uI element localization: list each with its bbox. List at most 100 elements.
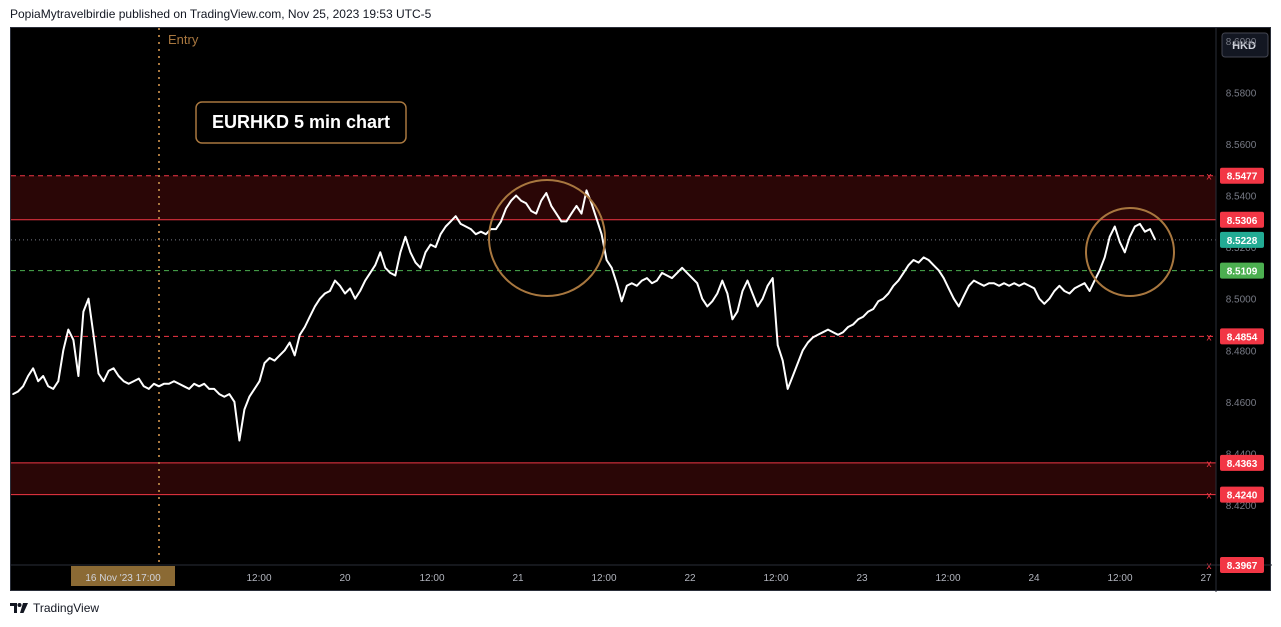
price-point — [827, 328, 829, 331]
price-point — [163, 383, 165, 385]
price-point — [671, 277, 673, 279]
price-point — [998, 285, 1000, 287]
x-tick-8: 23 — [856, 573, 868, 584]
price-point — [158, 385, 160, 388]
price-point — [626, 285, 628, 287]
price-point — [138, 377, 140, 380]
price-point — [721, 279, 724, 282]
price-point — [932, 264, 935, 266]
price-point — [218, 393, 221, 395]
price-point — [917, 261, 920, 264]
price-point — [1013, 282, 1015, 284]
level-marker-0: x — [1207, 172, 1212, 183]
price-point — [500, 220, 502, 223]
price-point — [233, 401, 236, 403]
x-tick-7: 12:00 — [763, 573, 788, 584]
price-point — [409, 251, 412, 254]
zone-0 — [11, 175, 1216, 220]
price-point — [434, 246, 437, 248]
price-point — [1088, 290, 1091, 292]
price-point — [143, 385, 145, 388]
price-point — [454, 215, 457, 217]
price-point — [168, 383, 170, 385]
price-point — [605, 259, 608, 261]
price-point — [661, 272, 663, 274]
price-point — [344, 292, 346, 295]
highlight-circles — [488, 179, 1175, 297]
price-point — [495, 228, 497, 230]
x-tick-3: 12:00 — [419, 573, 444, 584]
price-point — [807, 341, 809, 344]
zones-layer — [11, 175, 1216, 495]
price-point — [550, 205, 553, 207]
price-point — [968, 285, 970, 287]
price-point — [872, 308, 875, 310]
price-point — [459, 223, 462, 225]
price-point — [1114, 225, 1116, 228]
price-point — [505, 207, 507, 210]
price-point — [746, 279, 749, 282]
price-badge-4 — [1220, 328, 1264, 345]
price-point — [1003, 282, 1005, 284]
price-point — [882, 297, 885, 300]
price-point — [983, 285, 985, 287]
price-point — [1134, 225, 1136, 228]
price-point — [902, 272, 905, 274]
price-point — [394, 274, 397, 277]
price-point — [82, 310, 85, 313]
price-point — [1083, 282, 1086, 284]
price-point — [193, 383, 195, 385]
footer-brand[interactable]: TradingView — [33, 601, 100, 615]
price-point — [248, 395, 251, 398]
price-point — [535, 212, 537, 215]
price-point — [148, 388, 150, 390]
price-point — [540, 199, 542, 202]
price-point — [636, 285, 638, 287]
price-point — [203, 383, 205, 385]
price-badge-label-2: 8.5228 — [1227, 236, 1258, 247]
price-point — [304, 326, 306, 328]
highlight-circle-left — [488, 179, 606, 297]
chart-frame[interactable]: x x x x x Entry EURHKD 5 min chart HKD 8.600… — [10, 27, 1272, 592]
price-point — [223, 395, 226, 398]
price-point — [429, 243, 432, 246]
price-point — [942, 277, 945, 279]
price-point — [444, 225, 447, 228]
level-marker-6: x — [1207, 491, 1212, 502]
price-point — [842, 331, 844, 334]
price-point — [102, 380, 105, 383]
price-point — [132, 380, 135, 383]
price-point — [867, 310, 869, 313]
price-point — [766, 285, 769, 287]
price-point — [283, 349, 286, 352]
price-point — [329, 290, 331, 292]
price-point — [1078, 285, 1081, 287]
price-point — [1053, 290, 1056, 292]
price-point — [595, 218, 598, 220]
price-point — [510, 199, 512, 202]
x-tick-5: 12:00 — [591, 573, 616, 584]
price-point — [691, 277, 693, 279]
price-point — [958, 305, 960, 308]
price-point — [47, 385, 49, 388]
price-point — [319, 297, 321, 300]
price-point — [32, 367, 34, 370]
price-point — [198, 385, 200, 388]
price-badge-label-7: 8.3967 — [1227, 561, 1258, 572]
price-badge-6 — [1220, 486, 1264, 503]
axis-layer: HKD — [11, 28, 1272, 592]
price-point — [173, 380, 175, 383]
price-point — [802, 349, 804, 352]
price-chart[interactable]: x x x x x Entry EURHKD 5 min chart HKD 8.600… — [11, 28, 1272, 592]
footer: TradingView — [10, 601, 99, 615]
tradingview-logo-icon — [10, 603, 28, 613]
price-badge-label-0: 8.5477 — [1227, 172, 1258, 183]
price-point — [263, 362, 266, 364]
price-point — [22, 385, 24, 388]
price-point — [465, 225, 467, 228]
x-tick-10: 24 — [1028, 573, 1040, 584]
price-point — [741, 290, 744, 292]
price-point — [751, 292, 754, 295]
price-point — [359, 290, 361, 292]
level-marker-7: x — [1207, 561, 1212, 572]
